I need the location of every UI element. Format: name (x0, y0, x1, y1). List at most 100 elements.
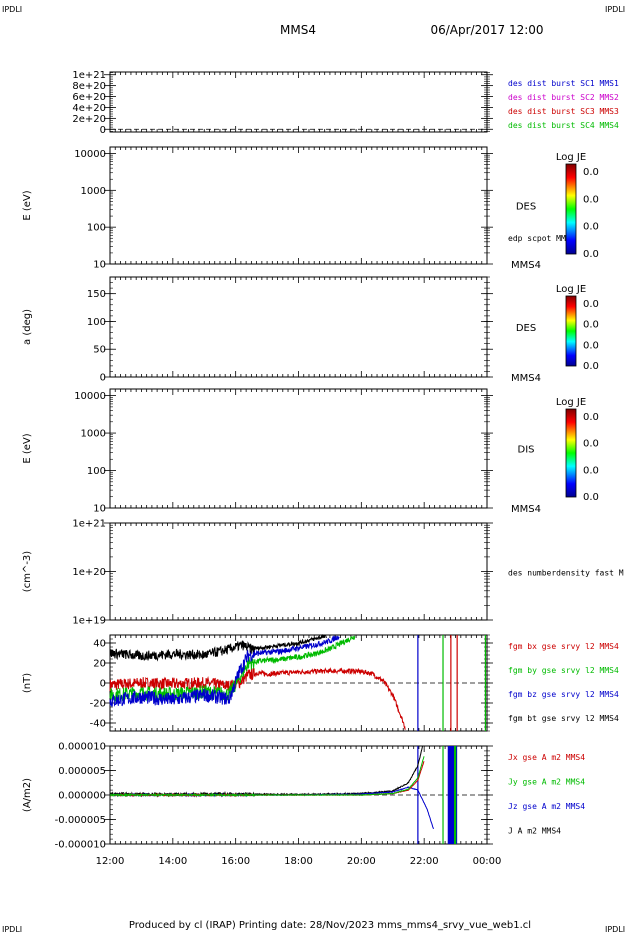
y-axis-label: E (eV) (22, 190, 33, 220)
colorbar-tick-label: 0.0 (583, 340, 599, 351)
y-tick-label: 1e+19 (72, 616, 106, 627)
y-tick-label: 1e+21 (72, 519, 106, 530)
panel-des_energy: 10000 1000 100 10 E (eV) DES edp scpot MMS4 MMS… (22, 146, 599, 271)
y-tick-label: 2e+20 (72, 114, 106, 125)
spacecraft-label: MMS4 (511, 373, 541, 384)
spacecraft-label: MMS4 (511, 504, 541, 515)
y-axis-label: a (deg) (22, 309, 33, 345)
y-tick-label: 10000 (74, 149, 106, 160)
panel-current: 0.000010 0.000005 0.000000 -0.000005 -0.0000… (22, 742, 585, 851)
series-line (109, 667, 406, 730)
colorbar-tick-label: 0.0 (583, 299, 599, 310)
y-tick-label: 100 (87, 317, 106, 328)
y-tick-label: 10 (93, 504, 106, 515)
legend-entry: des dist burst SC2 MMS2 (508, 93, 619, 102)
y-tick-label: 1000 (81, 429, 106, 440)
y-tick-label: 6e+20 (72, 92, 106, 103)
legend-entry: fgm bz gse srvy l2 MMS4 (508, 690, 619, 699)
legend-entry: des dist burst SC3 MMS3 (508, 107, 619, 116)
y-tick-label: 150 (87, 289, 106, 300)
colorbar (565, 295, 577, 367)
spacecraft-label: MMS4 (511, 260, 541, 271)
x-tick-label: 16:00 (221, 856, 250, 867)
colorbar-tick-label: 0.0 (583, 412, 599, 423)
panel-frame (109, 388, 488, 509)
legend-entry: fgm bt gse srvy l2 MMS4 (508, 714, 619, 723)
x-tick-label: 12:00 (96, 856, 125, 867)
panel-frame (109, 276, 488, 378)
instrument-label: DIS (518, 445, 535, 456)
series-line (109, 756, 425, 798)
y-tick-label: 0.000000 (58, 791, 106, 802)
y-axis-label: (cm^-3) (22, 551, 33, 592)
y-tick-label: 0 (100, 125, 106, 136)
legend-entry: des dist burst SC1 MMS1 (508, 79, 619, 88)
y-tick-label: 0 (100, 373, 106, 384)
x-tick-label: 14:00 (158, 856, 187, 867)
panel-fgm: 40 20 0 -20 -40 (nT) fgm bx gse srvy l2 MMS4 fg… (22, 633, 619, 732)
colorbar (565, 408, 577, 498)
series-line (109, 633, 327, 662)
y-tick-label: -20 (90, 699, 106, 710)
event-band (454, 746, 457, 844)
footer-credit: Produced by cl (IRAP) Printing date: 28/… (129, 920, 531, 931)
colorbar-tick-label: 0.0 (583, 439, 599, 450)
instrument-label: DES (516, 202, 536, 213)
colorbar-title: Log JE (556, 152, 586, 163)
y-tick-label: 1e+20 (72, 567, 106, 578)
legend-entry: Jz gse A m2 MMS4 (508, 802, 585, 811)
y-tick-label: -40 (90, 719, 106, 730)
panel-density: 1e+21 1e+20 1e+19 (cm^-3) des numberdensity … (22, 519, 624, 627)
y-tick-label: -0.000005 (55, 815, 106, 826)
colorbar-title: Log JE (556, 397, 586, 408)
legend-entry: Jy gse A m2 MMS4 (508, 778, 585, 787)
y-tick-label: 0 (100, 679, 106, 690)
y-tick-label: 20 (93, 659, 106, 670)
y-tick-label: 100 (87, 466, 106, 477)
time-axis: 12:00 14:00 16:00 18:00 20:00 22:00 00:00 (96, 856, 502, 867)
panel-frame (109, 522, 488, 621)
colorbar-tick-label: 0.0 (583, 194, 599, 205)
corner-label-top-right: IPDLI (605, 5, 625, 14)
y-tick-label: 100 (87, 223, 106, 234)
corner-label-bottom-left: IPDLI (2, 925, 22, 934)
x-tick-label: 00:00 (473, 856, 502, 867)
series-line (109, 634, 340, 708)
legend-entry: Jx gse A m2 MMS4 (508, 753, 585, 762)
corner-label-top-left: IPDLI (2, 5, 22, 14)
colorbar (565, 163, 577, 255)
y-tick-label: 50 (93, 345, 106, 356)
extra-legend-entry: edp scpot MMS4 (508, 234, 576, 243)
colorbar-tick-label: 0.0 (583, 222, 599, 233)
colorbar-tick-label: 0.0 (583, 249, 599, 260)
plot-datetime: 06/Apr/2017 12:00 (430, 23, 543, 37)
colorbar-title: Log JE (556, 284, 586, 295)
legend-entry: fgm by gse srvy l2 MMS4 (508, 666, 619, 675)
y-tick-label: 10 (93, 260, 106, 271)
legend-entry: des dist burst SC4 MMS4 (508, 121, 619, 130)
corner-label-bottom-right: IPDLI (605, 925, 625, 934)
panel-frame (109, 146, 488, 265)
x-tick-label: 22:00 (410, 856, 439, 867)
colorbar-tick-label: 0.0 (583, 465, 599, 476)
x-tick-label: 20:00 (347, 856, 376, 867)
legend-entry: des numberdensity fast M (508, 569, 624, 578)
series-line (109, 745, 423, 798)
legend-entry: J A m2 MMS4 (508, 827, 561, 836)
colorbar-tick-label: 0.0 (583, 492, 599, 503)
colorbar-tick-label: 0.0 (583, 320, 599, 331)
y-tick-label: 8e+20 (72, 81, 106, 92)
series-line (109, 761, 425, 798)
legend-entry: fgm bx gse srvy l2 MMS4 (508, 642, 619, 651)
x-tick-label: 18:00 (284, 856, 313, 867)
y-axis-label: (nT) (22, 673, 33, 693)
panel-dis_energy: 10000 1000 100 10 E (eV) DIS MMS4 Log JE 0.0 0.0 0… (22, 388, 599, 515)
event-band (447, 746, 458, 844)
y-tick-label: 40 (93, 639, 106, 650)
y-tick-label: 1000 (81, 186, 106, 197)
y-tick-label: -0.000010 (55, 840, 106, 851)
spacecraft-title: MMS4 (280, 23, 316, 37)
y-axis-label: (A/m2) (22, 778, 33, 812)
colorbar-tick-label: 0.0 (583, 167, 599, 178)
